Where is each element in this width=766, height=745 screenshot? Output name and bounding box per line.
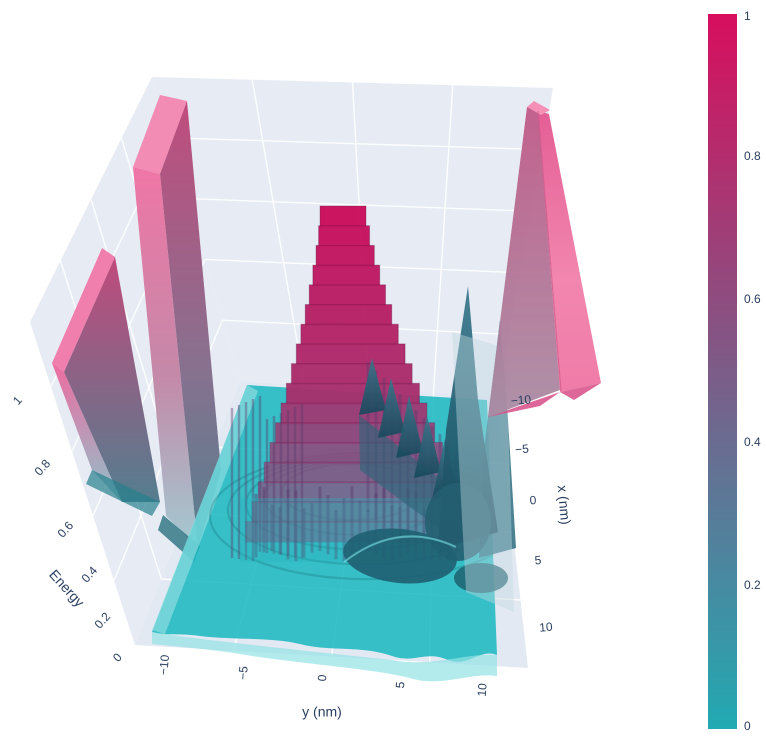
slab-left-face (488, 107, 560, 417)
z-axis-tick: 0.2 (92, 609, 114, 631)
spike (396, 396, 423, 458)
barrier-slab-right (488, 101, 601, 417)
slab-bright-face (52, 363, 122, 502)
z-axis-tick: 0.6 (55, 518, 77, 540)
colorbar-tick: 0.8 (744, 149, 761, 163)
slab-bright-face (538, 111, 601, 392)
colorbar-tick: 1 (744, 9, 751, 23)
slab-bottom-jag (488, 392, 560, 417)
gridline (432, 85, 454, 393)
slab-dark-face (160, 101, 221, 548)
peak-step (318, 225, 371, 248)
y-axis-tick: 5 (393, 681, 408, 689)
z-axis-tick: 0 (110, 650, 125, 665)
gridline (169, 137, 543, 151)
peak-step (315, 244, 375, 267)
x-axis-tick: −5 (515, 442, 530, 457)
slab-fold-line (537, 110, 562, 392)
y-axis-title: y (nm) (302, 704, 342, 720)
slab-base (86, 470, 160, 516)
colorbar-tick: 0.6 (744, 292, 761, 306)
spike (359, 358, 386, 415)
surface-left-skirt (152, 385, 258, 634)
y-axis-tick: −10 (156, 654, 172, 676)
gridline (251, 79, 306, 385)
spike (378, 378, 405, 438)
slab-top-face (52, 248, 115, 372)
colorbar-tick: 0 (744, 719, 751, 733)
y-axis-tick: −5 (236, 665, 251, 680)
slab-bottom-jag (560, 383, 601, 400)
colorbar-tick: 0.4 (744, 435, 761, 449)
colorbar-tick: 0.2 (744, 578, 761, 592)
gridline (187, 197, 532, 212)
y-axis-tick: 10 (475, 682, 490, 697)
spike (414, 416, 441, 478)
peak-step (319, 205, 367, 228)
tall-spike-front (438, 286, 498, 548)
y-axis-tick: 0 (315, 674, 330, 682)
mound (343, 528, 457, 584)
x-axis-tick: −10 (510, 392, 532, 408)
x-axis-tick: 0 (529, 493, 537, 508)
barrier-slab-back-left (133, 95, 221, 562)
x-axis-title: x (nm) (555, 484, 574, 525)
peak-step (312, 264, 381, 287)
z-axis-tick: 0.8 (32, 456, 54, 478)
peak-step (300, 323, 399, 346)
colorbar: 0 0.2 0.4 0.6 0.8 1 (708, 9, 761, 733)
slab-bright-face (133, 167, 198, 548)
low-mounds (343, 483, 508, 593)
z-axis-tick: 1 (10, 393, 25, 408)
colorbar-bar (708, 14, 737, 729)
slab-top-face (527, 101, 550, 115)
mound (454, 563, 508, 593)
x-axis-tick: 5 (534, 553, 542, 568)
mound-rim-highlight (343, 535, 457, 563)
peak-step (304, 304, 393, 326)
slab-top-face (133, 95, 187, 174)
peak-step (290, 363, 413, 386)
colorbar-tick-labels: 0 0.2 0.4 0.6 0.8 1 (744, 9, 761, 733)
peak-step (295, 343, 406, 366)
x-axis-tick: 10 (539, 620, 554, 635)
peak-step (308, 284, 387, 307)
z-axis-tick: 0.4 (79, 563, 101, 585)
surface-front-skirt (152, 632, 497, 682)
barrier-slab-front-left (52, 248, 160, 516)
slab-dark-face (64, 257, 160, 502)
